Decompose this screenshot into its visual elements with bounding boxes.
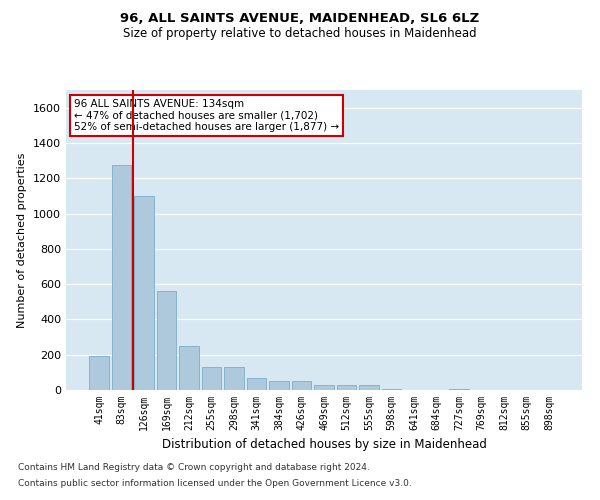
Bar	[89, 356, 109, 390]
Bar	[382, 389, 401, 390]
Text: Size of property relative to detached houses in Maidenhead: Size of property relative to detached ho…	[123, 28, 477, 40]
Bar	[224, 367, 244, 390]
X-axis label: Distribution of detached houses by size in Maidenhead: Distribution of detached houses by size …	[161, 438, 487, 452]
Bar	[179, 346, 199, 390]
Bar	[134, 196, 154, 390]
Y-axis label: Number of detached properties: Number of detached properties	[17, 152, 28, 328]
Text: Contains public sector information licensed under the Open Government Licence v3: Contains public sector information licen…	[18, 478, 412, 488]
Bar	[202, 367, 221, 390]
Bar	[292, 381, 311, 390]
Bar	[247, 378, 266, 390]
Bar	[337, 384, 356, 390]
Bar	[112, 165, 131, 390]
Bar	[157, 291, 176, 390]
Bar	[314, 384, 334, 390]
Bar	[269, 381, 289, 390]
Text: 96, ALL SAINTS AVENUE, MAIDENHEAD, SL6 6LZ: 96, ALL SAINTS AVENUE, MAIDENHEAD, SL6 6…	[121, 12, 479, 26]
Text: Contains HM Land Registry data © Crown copyright and database right 2024.: Contains HM Land Registry data © Crown c…	[18, 464, 370, 472]
Bar	[359, 384, 379, 390]
Text: 96 ALL SAINTS AVENUE: 134sqm
← 47% of detached houses are smaller (1,702)
52% of: 96 ALL SAINTS AVENUE: 134sqm ← 47% of de…	[74, 99, 339, 132]
Bar	[449, 389, 469, 390]
